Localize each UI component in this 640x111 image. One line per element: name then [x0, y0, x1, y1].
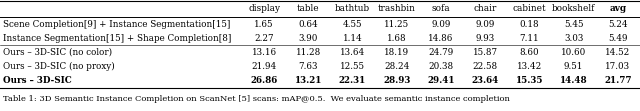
Text: 17.03: 17.03: [605, 62, 630, 71]
Text: 3.03: 3.03: [564, 34, 583, 43]
Text: 1.65: 1.65: [254, 20, 274, 29]
Text: 21.77: 21.77: [604, 76, 632, 85]
Text: 11.28: 11.28: [296, 48, 321, 57]
Text: 14.48: 14.48: [560, 76, 588, 85]
Text: 22.31: 22.31: [339, 76, 366, 85]
Text: 5.45: 5.45: [564, 20, 584, 29]
Text: Ours – 3D-SIC: Ours – 3D-SIC: [3, 76, 71, 85]
Text: 13.42: 13.42: [516, 62, 542, 71]
Text: 0.64: 0.64: [298, 20, 318, 29]
Text: 28.93: 28.93: [383, 76, 410, 85]
Text: 13.21: 13.21: [294, 76, 322, 85]
Text: 10.60: 10.60: [561, 48, 586, 57]
Text: 29.41: 29.41: [428, 76, 454, 85]
Text: 5.49: 5.49: [608, 34, 628, 43]
Text: bookshelf: bookshelf: [552, 4, 595, 13]
Text: 0.18: 0.18: [520, 20, 540, 29]
Text: 1.14: 1.14: [342, 34, 362, 43]
Text: 14.52: 14.52: [605, 48, 630, 57]
Text: table: table: [297, 4, 319, 13]
Text: 14.86: 14.86: [428, 34, 454, 43]
Text: 7.63: 7.63: [298, 62, 318, 71]
Text: Ours – 3D-SIC (no proxy): Ours – 3D-SIC (no proxy): [3, 62, 115, 71]
Text: chair: chair: [474, 4, 497, 13]
Text: 8.60: 8.60: [520, 48, 540, 57]
Text: 11.25: 11.25: [384, 20, 410, 29]
Text: 20.38: 20.38: [428, 62, 454, 71]
Text: 9.51: 9.51: [564, 62, 583, 71]
Text: trashbin: trashbin: [378, 4, 415, 13]
Text: 4.55: 4.55: [343, 20, 362, 29]
Text: 7.11: 7.11: [520, 34, 540, 43]
Text: Table 1: 3D Semantic Instance Completion on ScanNet [5] scans: mAP@0.5.  We eval: Table 1: 3D Semantic Instance Completion…: [3, 95, 509, 103]
Text: 12.55: 12.55: [340, 62, 365, 71]
Text: 15.35: 15.35: [516, 76, 543, 85]
Text: 22.58: 22.58: [472, 62, 498, 71]
Text: Scene Completion[9] + Instance Segmentation[15]: Scene Completion[9] + Instance Segmentat…: [3, 20, 230, 29]
Text: 2.27: 2.27: [254, 34, 274, 43]
Text: 15.87: 15.87: [472, 48, 498, 57]
Text: 23.64: 23.64: [472, 76, 499, 85]
Text: 13.64: 13.64: [340, 48, 365, 57]
Text: Instance Segmentation[15] + Shape Completion[8]: Instance Segmentation[15] + Shape Comple…: [3, 34, 231, 43]
Text: 5.24: 5.24: [608, 20, 628, 29]
Text: cabinet: cabinet: [513, 4, 546, 13]
Text: bathtub: bathtub: [335, 4, 370, 13]
Text: 13.16: 13.16: [252, 48, 276, 57]
Text: 9.09: 9.09: [431, 20, 451, 29]
Text: 26.86: 26.86: [250, 76, 278, 85]
Text: 18.19: 18.19: [384, 48, 410, 57]
Text: avg: avg: [609, 4, 627, 13]
Text: 21.94: 21.94: [252, 62, 276, 71]
Text: 9.09: 9.09: [476, 20, 495, 29]
Text: display: display: [248, 4, 280, 13]
Text: sofa: sofa: [431, 4, 451, 13]
Text: 3.90: 3.90: [299, 34, 318, 43]
Text: Ours – 3D-SIC (no color): Ours – 3D-SIC (no color): [3, 48, 112, 57]
Text: 28.24: 28.24: [384, 62, 410, 71]
Text: 9.93: 9.93: [476, 34, 495, 43]
Text: 1.68: 1.68: [387, 34, 406, 43]
Text: 24.79: 24.79: [428, 48, 454, 57]
